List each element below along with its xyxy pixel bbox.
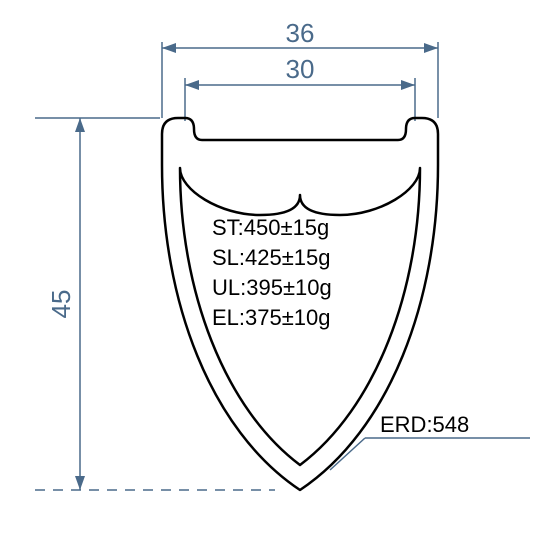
dim-outer-width-value: 36 (286, 18, 315, 48)
dim-inner-width-value: 30 (286, 54, 315, 84)
rim-diagram: 36 30 45 ST:450±15g SL:425±15g UL:395±10… (0, 0, 550, 550)
dim-depth: 45 (35, 118, 275, 490)
erd-label: ERD:548 (380, 412, 469, 437)
dim-inner-width: 30 (185, 54, 415, 90)
spec-line-4: EL:375±10g (212, 305, 331, 330)
spec-line-2: SL:425±15g (212, 245, 331, 270)
spec-block: ST:450±15g SL:425±15g UL:395±10g EL:375±… (212, 215, 332, 330)
spec-line-1: ST:450±15g (212, 215, 329, 240)
erd-callout: ERD:548 (330, 412, 530, 470)
dim-outer-width: 36 (162, 18, 438, 53)
spec-line-3: UL:395±10g (212, 275, 332, 300)
dim-depth-value: 45 (46, 290, 76, 319)
